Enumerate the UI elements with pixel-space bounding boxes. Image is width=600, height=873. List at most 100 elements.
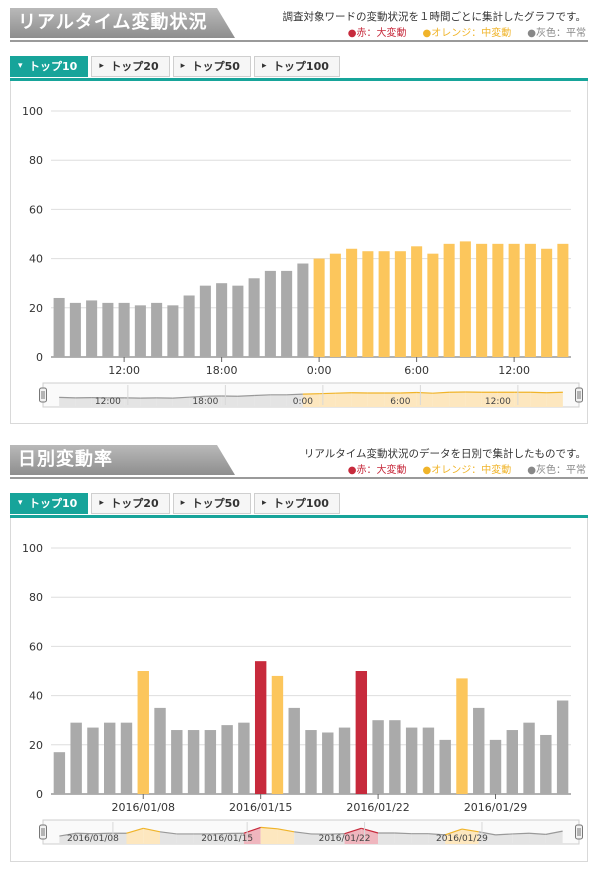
- bar: [120, 722, 133, 794]
- bar: [238, 722, 250, 794]
- x-tick-label: 12:00: [498, 364, 530, 377]
- tab-top20[interactable]: トップ20: [91, 56, 170, 77]
- realtime-title: リアルタイム変動状況: [10, 8, 235, 38]
- navigator-handle-left[interactable]: [39, 387, 47, 403]
- y-tick-label: 0: [36, 788, 43, 801]
- realtime-tabs: トップ10 トップ20 トップ50 トップ100: [10, 56, 340, 77]
- navigator-handle-right[interactable]: [575, 387, 583, 403]
- navigator-label: 2016/01/29: [436, 834, 488, 844]
- legend-orange: ●オレンジ：中変動: [422, 28, 512, 39]
- navigator-area: [465, 392, 482, 407]
- bar: [216, 283, 228, 357]
- daily-chart-box: 0 20 40 60 80 100 2016/01/08 2016/01/15 2016/01/…: [10, 518, 588, 862]
- bar: [394, 251, 406, 357]
- navigator-area: [327, 833, 345, 844]
- bar: [154, 707, 166, 794]
- bar: [297, 263, 309, 357]
- navigator-label: 6:00: [390, 397, 410, 407]
- bar: [104, 722, 116, 794]
- bar: [204, 730, 217, 794]
- navigator-area: [445, 829, 462, 844]
- navigator-area: [428, 833, 446, 844]
- bar: [541, 248, 553, 357]
- bar: [346, 248, 358, 357]
- bar: [523, 722, 535, 794]
- bar: [524, 243, 536, 357]
- title-underline: [10, 40, 588, 42]
- bar: [355, 671, 368, 794]
- bar: [556, 700, 569, 794]
- navigator-line: [512, 832, 530, 835]
- realtime-section: リアルタイム変動状況 調査対象ワードの変動状況を１時間ごとに集計したグラフです。…: [0, 0, 600, 424]
- bar: [489, 739, 502, 794]
- bar: [288, 707, 300, 794]
- bar: [221, 725, 233, 794]
- bar: [362, 251, 374, 357]
- legend-red: ●赤：大変動: [347, 28, 407, 39]
- bar: [171, 730, 183, 794]
- bar: [86, 300, 98, 357]
- navigator-line: [254, 394, 271, 397]
- navigator-area: [481, 392, 498, 407]
- y-tick-label: 60: [29, 203, 43, 216]
- tab-top10[interactable]: トップ10: [10, 56, 89, 77]
- bar: [427, 253, 439, 357]
- navigator-area: [530, 392, 547, 407]
- navigator-area: [411, 833, 429, 844]
- bar: [372, 720, 384, 794]
- bar: [506, 730, 518, 794]
- y-tick-label: 80: [29, 154, 43, 167]
- navigator-line: [126, 827, 144, 834]
- navigator-line: [294, 831, 312, 835]
- tab-top50[interactable]: トップ50: [172, 56, 251, 77]
- legend-red: ●赤：大変動: [347, 465, 407, 476]
- tab-top100[interactable]: トップ100: [253, 56, 340, 77]
- navigator-line: [432, 391, 450, 394]
- tab-top100[interactable]: トップ100: [253, 493, 340, 514]
- navigator-area: [124, 397, 141, 407]
- title-underline: [10, 477, 588, 479]
- navigator-area: [221, 396, 238, 407]
- navigator-line: [189, 395, 206, 398]
- bar: [473, 707, 485, 794]
- handle-body: [575, 824, 583, 840]
- navigator-line: [416, 391, 433, 394]
- navigator-area: [416, 392, 433, 407]
- legend-gray: ●灰色：平常: [527, 465, 586, 476]
- tab-top10[interactable]: トップ10: [10, 493, 89, 514]
- navigator-area: [294, 831, 311, 844]
- navigator-area: [319, 393, 336, 407]
- bar: [389, 720, 401, 794]
- navigator-line: [260, 826, 278, 830]
- bar: [151, 302, 163, 357]
- bar: [248, 278, 260, 357]
- bar: [459, 241, 471, 357]
- y-tick-label: 20: [29, 302, 43, 315]
- x-tick-label: 2016/01/29: [464, 801, 527, 814]
- navigator-area: [512, 833, 530, 844]
- bar: [102, 302, 114, 357]
- navigator-area: [140, 397, 157, 407]
- x-tick-label: 18:00: [206, 364, 238, 377]
- handle-body: [39, 387, 47, 403]
- navigator-area: [205, 396, 222, 407]
- navigator-area: [461, 829, 479, 844]
- bar: [492, 243, 504, 357]
- navigator-area: [545, 831, 563, 844]
- navigator-area: [243, 827, 261, 844]
- navigator-area: [384, 392, 401, 407]
- bar: [305, 730, 317, 794]
- tab-top20[interactable]: トップ20: [91, 493, 170, 514]
- navigator-handle-right[interactable]: [575, 824, 583, 840]
- y-tick-label: 100: [22, 105, 43, 118]
- tab-top50[interactable]: トップ50: [172, 493, 251, 514]
- realtime-description: 調査対象ワードの変動状況を１時間ごとに集計したグラフです。: [282, 11, 586, 23]
- daily-header: 日別変動率 リアルタイム変動状況のデータを日別で集計したものです。 ●赤：大変動…: [0, 437, 600, 481]
- bar: [313, 258, 325, 357]
- x-tick-label: 2016/01/08: [112, 801, 175, 814]
- navigator-area: [227, 833, 244, 844]
- daily-section: 日別変動率 リアルタイム変動状況のデータを日別で集計したものです。 ●赤：大変動…: [0, 437, 600, 862]
- bar: [70, 722, 82, 794]
- navigator-handle-left[interactable]: [39, 824, 47, 840]
- navigator-area: [59, 397, 76, 407]
